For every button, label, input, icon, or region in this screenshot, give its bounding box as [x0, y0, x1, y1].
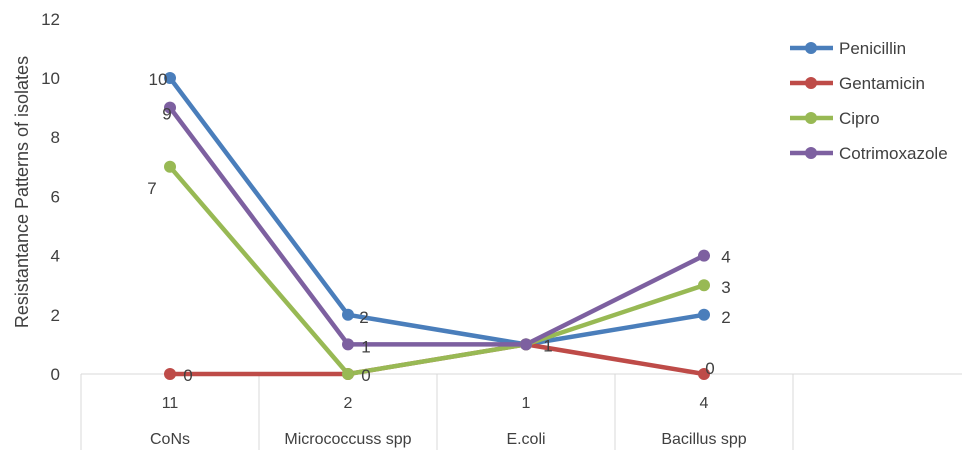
legend: Penicillin Gentamicin Cipro Cotrimoxazole — [790, 39, 948, 163]
legend-label: Cotrimoxazole — [839, 144, 948, 163]
data-labels: 10 2 2 0 0 7 0 3 9 1 1 4 — [147, 70, 730, 385]
data-point-gentamicin — [698, 368, 710, 380]
data-label: 0 — [705, 359, 714, 378]
data-point-cotrimoxazole — [520, 338, 532, 351]
y-tick-label: 6 — [51, 187, 60, 206]
legend-marker — [805, 112, 817, 124]
data-label: 0 — [361, 366, 370, 385]
legend-marker — [805, 147, 817, 159]
legend-entry: Penicillin — [790, 39, 906, 58]
data-point-cipro — [698, 279, 710, 292]
data-point-cipro — [164, 160, 176, 173]
x-tick-label-count: 1 — [522, 395, 531, 412]
data-label: 10 — [149, 70, 168, 89]
data-label: 1 — [361, 337, 370, 356]
data-point-penicillin — [342, 308, 354, 321]
series-lines — [167, 75, 707, 377]
x-tick-label-category: E.coli — [506, 431, 545, 448]
data-point-gentamicin — [164, 368, 176, 380]
y-tick-label: 12 — [41, 10, 60, 29]
y-tick-label: 4 — [51, 247, 60, 266]
data-point-cotrimoxazole — [698, 249, 710, 262]
legend-label: Cipro — [839, 109, 880, 128]
legend-entry: Cotrimoxazole — [790, 144, 948, 163]
data-label: 4 — [721, 248, 730, 267]
y-axis-label: Resistantance Patterns of isolates — [12, 56, 32, 328]
y-tick-label: 0 — [51, 365, 60, 384]
series-line-cotrimoxazole — [167, 105, 707, 347]
data-point-cotrimoxazole — [164, 101, 176, 114]
data-label: 9 — [162, 105, 171, 124]
y-tick-label: 10 — [41, 69, 60, 88]
data-point-cotrimoxazole — [342, 338, 354, 351]
legend-marker — [805, 77, 817, 89]
legend-marker — [805, 42, 817, 54]
x-axis: 11 2 1 4 CoNs Micrococcuss spp E.coli Bacillus … — [80, 373, 962, 450]
x-tick-label-count: 2 — [344, 395, 353, 412]
data-label: 2 — [359, 308, 368, 327]
data-label: 7 — [147, 179, 156, 198]
series-line-penicillin — [167, 75, 707, 347]
data-point-cipro — [342, 368, 354, 380]
x-tick-label-count: 4 — [700, 395, 709, 412]
series-line-cipro — [167, 164, 707, 377]
data-point-penicillin — [164, 72, 176, 84]
data-label: 0 — [183, 366, 192, 385]
legend-label: Gentamicin — [839, 74, 925, 93]
legend-entry: Gentamicin — [790, 74, 925, 93]
data-label: 3 — [721, 278, 730, 297]
series-points — [164, 72, 710, 380]
y-tick-label: 8 — [51, 128, 60, 147]
legend-label: Penicillin — [839, 39, 906, 58]
y-axis: 0 2 4 6 8 10 12 — [41, 10, 60, 384]
x-tick-label-category: Micrococcuss spp — [284, 431, 411, 448]
x-tick-label-count: 11 — [162, 395, 179, 412]
x-tick-label-category: CoNs — [150, 431, 190, 448]
x-tick-label-category: Bacillus spp — [661, 431, 746, 448]
data-label: 1 — [543, 336, 552, 355]
data-label: 2 — [721, 308, 730, 327]
y-tick-label: 2 — [51, 306, 60, 325]
data-point-penicillin — [698, 308, 710, 321]
legend-entry: Cipro — [790, 109, 880, 128]
